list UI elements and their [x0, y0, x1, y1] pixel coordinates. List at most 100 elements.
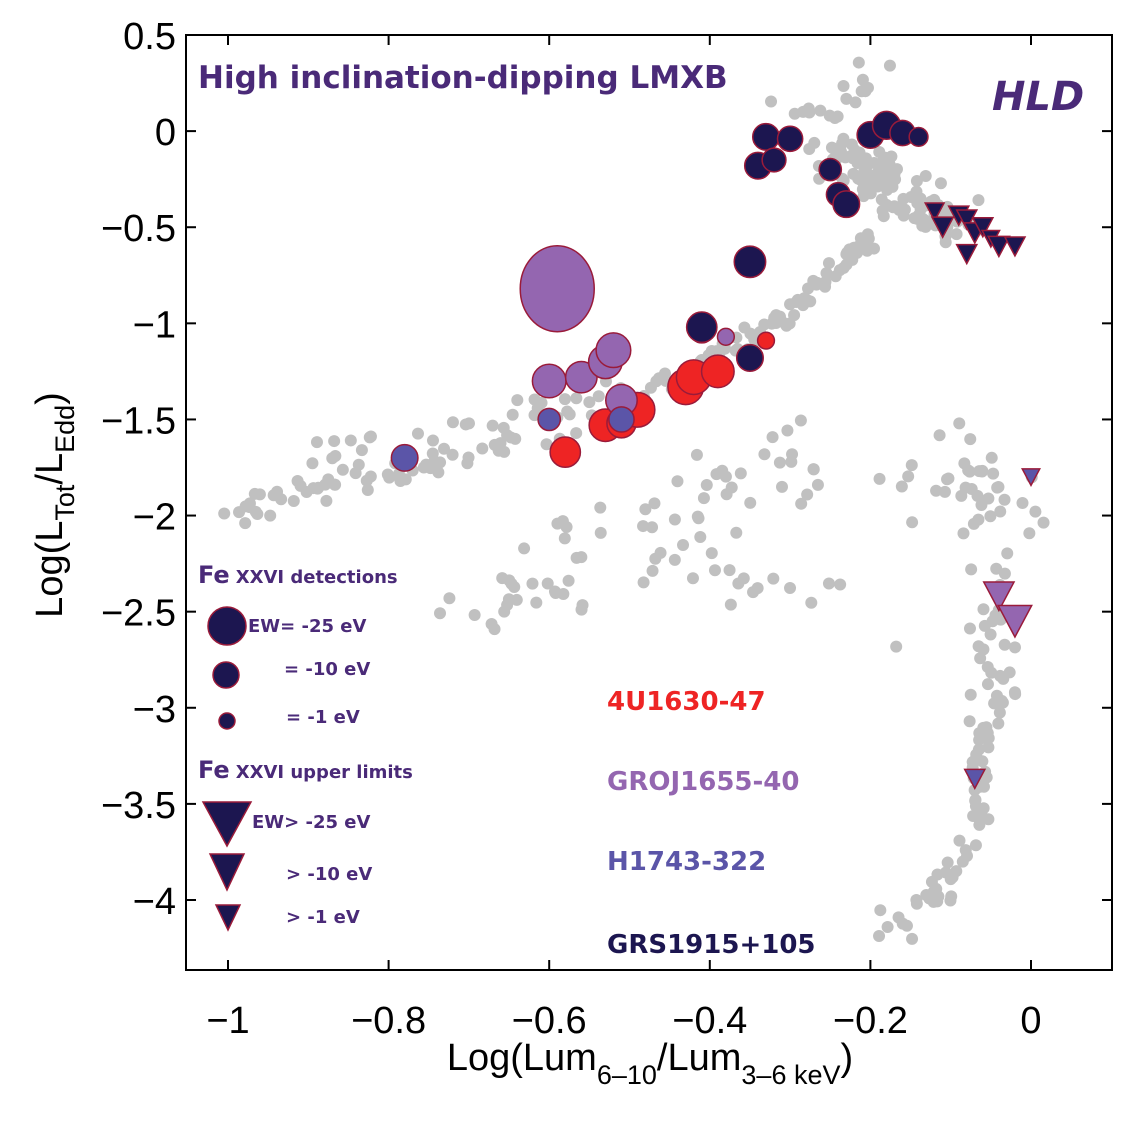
background-point: [668, 553, 681, 566]
background-point: [977, 780, 990, 793]
background-point: [646, 521, 659, 534]
background-point: [775, 480, 788, 493]
background-point: [1003, 666, 1016, 679]
background-point: [837, 80, 850, 93]
chart-title: High inclination-dipping LMXB: [198, 60, 728, 96]
background-point: [426, 434, 439, 447]
background-point: [691, 510, 704, 523]
background-point: [982, 492, 995, 505]
background-point: [1001, 547, 1014, 560]
background-point: [637, 520, 650, 533]
background-point: [476, 442, 489, 455]
background-point: [541, 577, 554, 590]
background-point: [881, 183, 894, 196]
background-point: [497, 421, 510, 434]
x-tick-label: −0.2: [833, 1000, 908, 1042]
background-point: [968, 784, 981, 797]
background-point: [905, 459, 918, 472]
background-point: [969, 839, 982, 852]
x-tick-label: −1: [206, 1000, 249, 1042]
background-point: [883, 157, 896, 170]
background-point: [336, 463, 349, 476]
legend-detection-marker-10: [212, 661, 240, 689]
background-point: [931, 895, 944, 908]
background-point: [344, 434, 357, 447]
detection-marker: [735, 343, 764, 372]
background-point: [349, 467, 362, 480]
background-point: [855, 85, 868, 98]
background-point: [810, 278, 823, 291]
background-point: [434, 456, 447, 469]
background-point: [978, 619, 991, 632]
x-tick-label: 0: [1020, 1000, 1041, 1042]
background-point: [251, 508, 264, 521]
background-point: [535, 396, 548, 409]
y-tick-label: −4: [133, 881, 176, 923]
background-point: [320, 494, 333, 507]
legend-detection-marker-25: [207, 606, 247, 646]
background-point: [906, 932, 919, 945]
legend-upper-heading: Fe XXVI upper limits: [198, 756, 413, 784]
background-point: [768, 311, 781, 324]
x-axis-label: Log(Lum6–10/Lum3–6 keV): [447, 1037, 853, 1090]
background-point: [944, 894, 957, 907]
background-point: [686, 572, 699, 585]
background-point: [814, 104, 827, 117]
background-point: [959, 481, 972, 494]
background-point: [446, 448, 459, 461]
background-point: [248, 487, 261, 500]
detection-marker: [685, 311, 718, 344]
background-point: [306, 457, 319, 470]
background-point: [243, 501, 256, 514]
background-point: [438, 442, 451, 455]
background-point: [462, 417, 475, 430]
background-point: [963, 622, 976, 635]
background-point: [694, 531, 707, 544]
background-point: [874, 904, 887, 917]
background-point: [977, 802, 990, 815]
background-point: [883, 59, 896, 72]
background-point: [916, 212, 929, 225]
background-point: [910, 175, 923, 188]
background-point: [976, 755, 989, 768]
background-point: [831, 110, 844, 123]
background-point: [971, 489, 984, 502]
background-point: [1023, 527, 1036, 540]
background-point: [424, 462, 437, 475]
background-point: [360, 474, 373, 487]
legend-detection-label-1: = -1 eV: [286, 707, 360, 728]
y-tick-label: −2.5: [101, 593, 176, 635]
y-tick-label: −3: [133, 689, 176, 731]
upper-limit-marker: [955, 209, 979, 231]
background-point: [576, 599, 589, 612]
background-point: [719, 470, 732, 483]
legend-detection-marker-1: [218, 712, 236, 730]
background-point: [964, 688, 977, 701]
detection-marker: [756, 331, 776, 350]
background-point: [942, 472, 955, 485]
background-point: [668, 513, 681, 526]
background-point: [852, 56, 865, 69]
background-point: [849, 96, 862, 109]
background-point: [795, 497, 808, 510]
background-point: [734, 467, 747, 480]
background-point: [794, 414, 807, 427]
background-point: [744, 496, 757, 509]
background-point: [724, 598, 737, 611]
background-point: [233, 506, 246, 519]
background-point: [840, 92, 853, 105]
background-point: [981, 678, 994, 691]
background-point: [239, 517, 252, 530]
background-point: [570, 392, 583, 405]
background-point: [925, 875, 938, 888]
background-point: [982, 741, 995, 754]
legend-detection-label-25: EW= -25 eV: [248, 616, 366, 637]
background-point: [941, 856, 954, 869]
background-point: [486, 419, 499, 432]
background-point: [1037, 516, 1050, 529]
background-point: [930, 484, 943, 497]
background-point: [873, 929, 886, 942]
background-point: [854, 174, 867, 187]
detection-marker: [908, 126, 929, 148]
background-point: [980, 721, 993, 734]
